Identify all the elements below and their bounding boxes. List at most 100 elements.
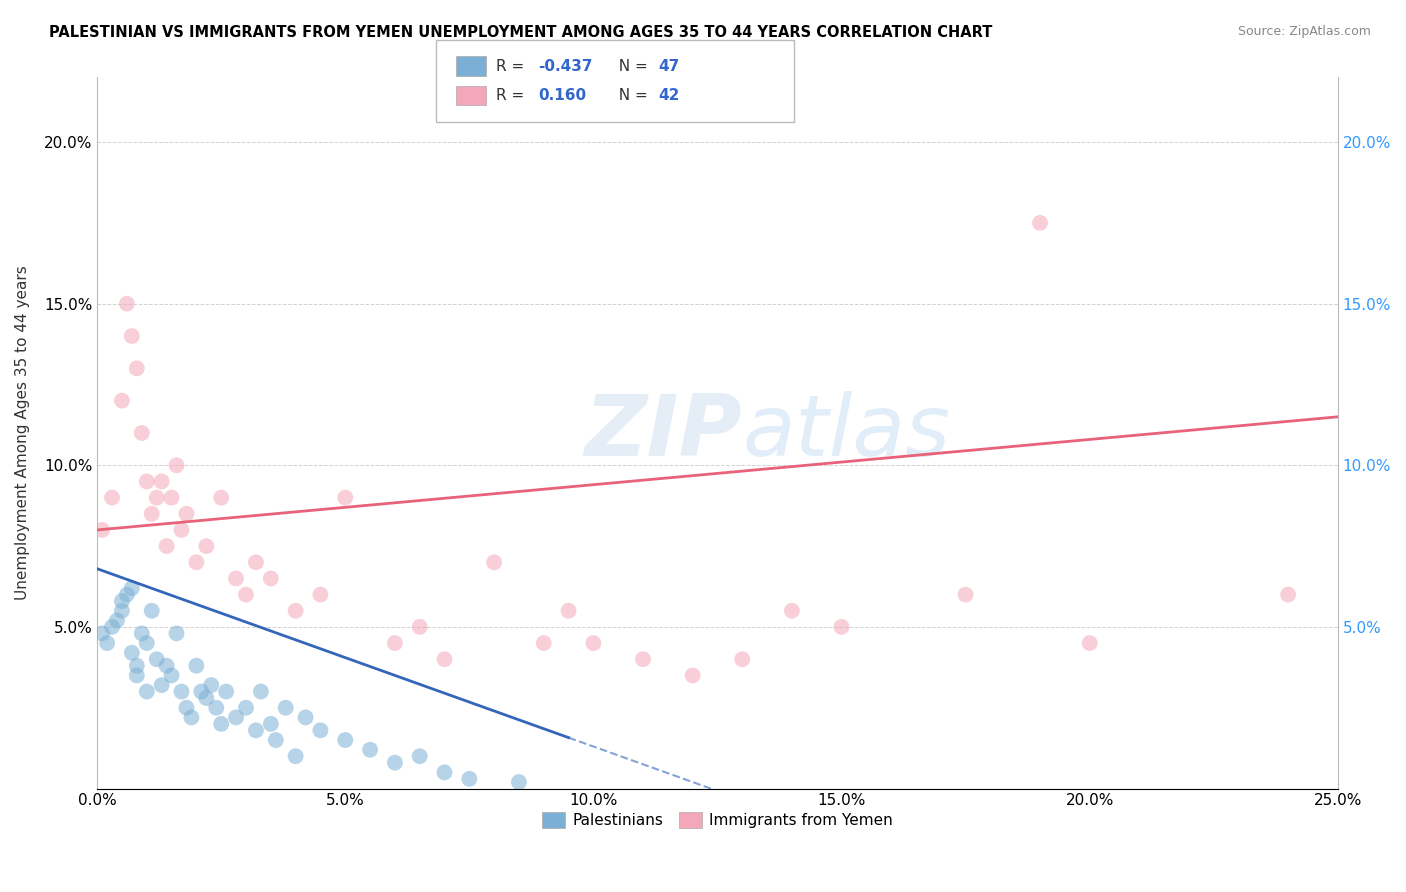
Point — [141, 604, 163, 618]
Point — [160, 491, 183, 505]
Point — [170, 523, 193, 537]
Point — [955, 588, 977, 602]
Point — [284, 749, 307, 764]
Point — [557, 604, 579, 618]
Point — [582, 636, 605, 650]
Point — [155, 658, 177, 673]
Point — [433, 765, 456, 780]
Text: -0.437: -0.437 — [538, 59, 593, 73]
Point — [111, 604, 134, 618]
Point — [135, 636, 157, 650]
Text: atlas: atlas — [742, 392, 950, 475]
Point — [245, 555, 267, 569]
Point — [309, 723, 332, 738]
Point — [131, 425, 153, 440]
Point — [195, 539, 218, 553]
Text: 0.160: 0.160 — [538, 88, 586, 103]
Legend: Palestinians, Immigrants from Yemen: Palestinians, Immigrants from Yemen — [536, 806, 898, 834]
Point — [245, 723, 267, 738]
Point — [209, 717, 232, 731]
Point — [225, 571, 247, 585]
Point — [166, 626, 188, 640]
Text: N =: N = — [609, 88, 652, 103]
Point — [335, 491, 357, 505]
Text: R =: R = — [496, 59, 530, 73]
Point — [190, 684, 212, 698]
Point — [111, 594, 134, 608]
Point — [1078, 636, 1101, 650]
Point — [209, 491, 232, 505]
Point — [284, 604, 307, 618]
Point — [186, 555, 208, 569]
Point — [731, 652, 754, 666]
Point — [160, 668, 183, 682]
Point — [235, 700, 257, 714]
Point — [1277, 588, 1299, 602]
Text: 42: 42 — [658, 88, 679, 103]
Point — [131, 626, 153, 640]
Point — [121, 646, 143, 660]
Point — [91, 626, 114, 640]
Text: ZIP: ZIP — [585, 392, 742, 475]
Point — [225, 710, 247, 724]
Point — [384, 756, 406, 770]
Point — [359, 743, 381, 757]
Point — [215, 684, 238, 698]
Point — [409, 749, 432, 764]
Point — [96, 636, 118, 650]
Point — [458, 772, 481, 786]
Point — [508, 775, 530, 789]
Point — [780, 604, 803, 618]
Point — [101, 491, 124, 505]
Point — [384, 636, 406, 650]
Point — [205, 700, 228, 714]
Point — [176, 700, 198, 714]
Point — [200, 678, 222, 692]
Point — [1029, 216, 1052, 230]
Point — [260, 571, 283, 585]
Point — [101, 620, 124, 634]
Point — [105, 614, 128, 628]
Point — [170, 684, 193, 698]
Point — [195, 691, 218, 706]
Point — [125, 668, 148, 682]
Point — [145, 491, 167, 505]
Y-axis label: Unemployment Among Ages 35 to 44 years: Unemployment Among Ages 35 to 44 years — [15, 266, 30, 600]
Point — [121, 581, 143, 595]
Point — [180, 710, 202, 724]
Point — [482, 555, 505, 569]
Text: PALESTINIAN VS IMMIGRANTS FROM YEMEN UNEMPLOYMENT AMONG AGES 35 TO 44 YEARS CORR: PALESTINIAN VS IMMIGRANTS FROM YEMEN UNE… — [49, 25, 993, 40]
Point — [831, 620, 853, 634]
Point — [631, 652, 654, 666]
Point — [409, 620, 432, 634]
Point — [682, 668, 704, 682]
Point — [264, 733, 287, 747]
Text: Source: ZipAtlas.com: Source: ZipAtlas.com — [1237, 25, 1371, 38]
Text: R =: R = — [496, 88, 530, 103]
Point — [274, 700, 297, 714]
Point — [235, 588, 257, 602]
Point — [166, 458, 188, 473]
Point — [111, 393, 134, 408]
Point — [533, 636, 555, 650]
Point — [125, 658, 148, 673]
Text: 47: 47 — [658, 59, 679, 73]
Point — [115, 296, 138, 310]
Point — [186, 658, 208, 673]
Point — [150, 678, 173, 692]
Text: N =: N = — [609, 59, 652, 73]
Point — [155, 539, 177, 553]
Point — [433, 652, 456, 666]
Point — [115, 588, 138, 602]
Point — [135, 475, 157, 489]
Point — [125, 361, 148, 376]
Point — [250, 684, 273, 698]
Point — [294, 710, 316, 724]
Point — [309, 588, 332, 602]
Point — [335, 733, 357, 747]
Point — [145, 652, 167, 666]
Point — [260, 717, 283, 731]
Point — [121, 329, 143, 343]
Point — [135, 684, 157, 698]
Point — [91, 523, 114, 537]
